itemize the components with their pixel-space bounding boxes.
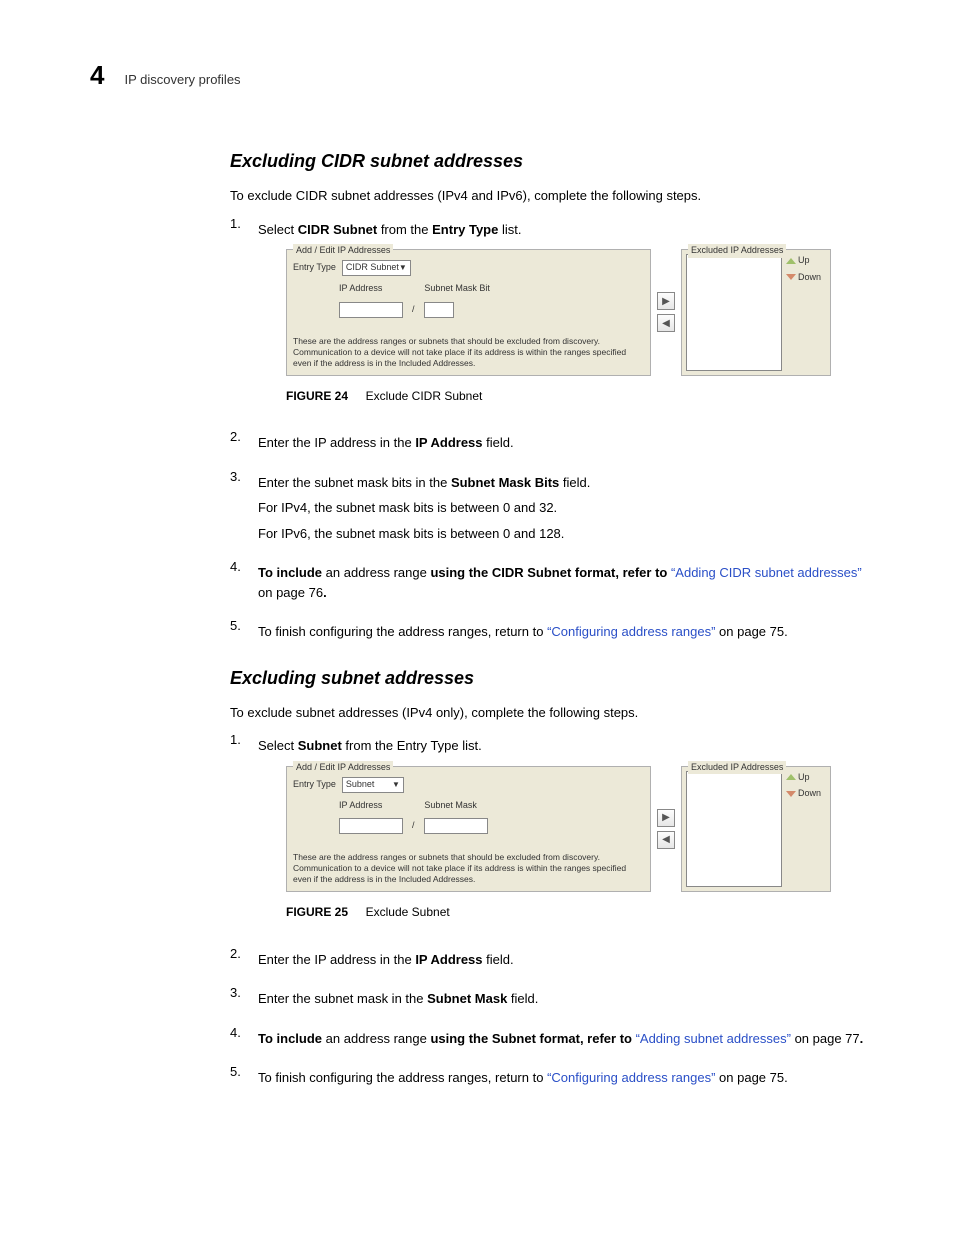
subnet-mask-label-2: Subnet Mask (424, 799, 477, 813)
panel-title-left: Add / Edit IP Addresses (293, 244, 393, 258)
subnet-mask-bit-label: Subnet Mask Bit (424, 282, 490, 296)
ip-address-label: IP Address (339, 282, 382, 296)
move-right-button-2[interactable]: ▶ (657, 809, 675, 827)
intro-text: To exclude CIDR subnet addresses (IPv4 a… (230, 186, 870, 206)
ip-address-input-2[interactable] (339, 818, 403, 834)
ip-address-input[interactable] (339, 302, 403, 318)
move-up-button[interactable]: Up (786, 254, 826, 268)
ipv6-note: For IPv6, the subnet mask bits is betwee… (258, 524, 870, 544)
step-3: 3. Enter the subnet mask bits in the Sub… (230, 467, 870, 550)
intro-text-2: To exclude subnet addresses (IPv4 only),… (230, 703, 870, 723)
excluded-panel: Excluded IP Addresses Up Down (681, 249, 831, 376)
step-4: 4. To include an address range using the… (230, 557, 870, 608)
step-2b: 2. Enter the IP address in the IP Addres… (230, 944, 870, 976)
slash-separator: / (409, 303, 418, 317)
link-config-ranges-2[interactable]: “Configuring address ranges” (547, 1070, 715, 1085)
link-adding-cidr[interactable]: “Adding CIDR subnet addresses” (671, 565, 862, 580)
step-1: 1. Select CIDR Subnet from the Entry Typ… (230, 214, 870, 420)
panel-title-left-2: Add / Edit IP Addresses (293, 761, 393, 775)
chapter-number: 4 (90, 60, 104, 91)
slash-separator: / (409, 819, 418, 833)
link-config-ranges[interactable]: “Configuring address ranges” (547, 624, 715, 639)
transfer-arrows: ▶ ◀ (657, 249, 675, 376)
move-up-button-2[interactable]: Up (786, 771, 826, 785)
panel-title-right-2: Excluded IP Addresses (688, 761, 786, 775)
step-5b: 5. To finish configuring the address ran… (230, 1062, 870, 1094)
main-content: Excluding CIDR subnet addresses To exclu… (230, 151, 870, 1094)
steps-list-2: 1. Select Subnet from the Entry Type lis… (230, 730, 870, 1094)
add-edit-panel-2: Add / Edit IP Addresses Entry Type Subne… (286, 766, 651, 893)
subnet-mask-bit-input[interactable] (424, 302, 454, 318)
move-left-button[interactable]: ◀ (657, 314, 675, 332)
figure-25-caption: FIGURE 25 Exclude Subnet (286, 902, 870, 922)
panel-help-text: These are the address ranges or subnets … (293, 336, 644, 369)
excluded-listbox[interactable] (686, 254, 782, 371)
figure-24: Add / Edit IP Addresses Entry Type CIDR … (286, 249, 870, 376)
triangle-down-icon (786, 791, 796, 797)
subnet-mask-input-2[interactable] (424, 818, 488, 834)
chevron-down-icon: ▼ (399, 262, 407, 274)
triangle-up-icon (786, 774, 796, 780)
step-4b: 4. To include an address range using the… (230, 1023, 870, 1055)
add-edit-panel: Add / Edit IP Addresses Entry Type CIDR … (286, 249, 651, 376)
transfer-arrows-2: ▶ ◀ (657, 766, 675, 893)
move-left-button-2[interactable]: ◀ (657, 831, 675, 849)
section-heading-subnet: Excluding subnet addresses (230, 668, 870, 689)
link-adding-subnet[interactable]: “Adding subnet addresses” (636, 1031, 791, 1046)
step-3b: 3. Enter the subnet mask in the Subnet M… (230, 983, 870, 1015)
entry-type-select-2[interactable]: Subnet ▼ (342, 777, 404, 793)
triangle-up-icon (786, 258, 796, 264)
step-2: 2. Enter the IP address in the IP Addres… (230, 427, 870, 459)
excluded-panel-2: Excluded IP Addresses Up Down (681, 766, 831, 893)
page-header: 4 IP discovery profiles (90, 60, 864, 91)
step1-text: Select CIDR Subnet from the Entry Type l… (258, 220, 870, 240)
steps-list-1: 1. Select CIDR Subnet from the Entry Typ… (230, 214, 870, 648)
excluded-listbox-2[interactable] (686, 771, 782, 888)
chapter-title: IP discovery profiles (124, 72, 240, 87)
step-5: 5. To finish configuring the address ran… (230, 616, 870, 648)
move-right-button[interactable]: ▶ (657, 292, 675, 310)
entry-type-select[interactable]: CIDR Subnet ▼ (342, 260, 411, 276)
figure-25: Add / Edit IP Addresses Entry Type Subne… (286, 766, 870, 893)
entry-type-label: Entry Type (293, 261, 336, 275)
panel-title-right: Excluded IP Addresses (688, 244, 786, 258)
move-down-button[interactable]: Down (786, 271, 826, 285)
entry-type-label-2: Entry Type (293, 778, 336, 792)
ipv4-note: For IPv4, the subnet mask bits is betwee… (258, 498, 870, 518)
section-heading-cidr: Excluding CIDR subnet addresses (230, 151, 870, 172)
chevron-down-icon: ▼ (392, 779, 400, 791)
figure-24-caption: FIGURE 24 Exclude CIDR Subnet (286, 386, 870, 406)
move-down-button-2[interactable]: Down (786, 787, 826, 801)
triangle-down-icon (786, 274, 796, 280)
step-1b: 1. Select Subnet from the Entry Type lis… (230, 730, 870, 936)
panel-help-text-2: These are the address ranges or subnets … (293, 852, 644, 885)
ip-address-label-2: IP Address (339, 799, 382, 813)
